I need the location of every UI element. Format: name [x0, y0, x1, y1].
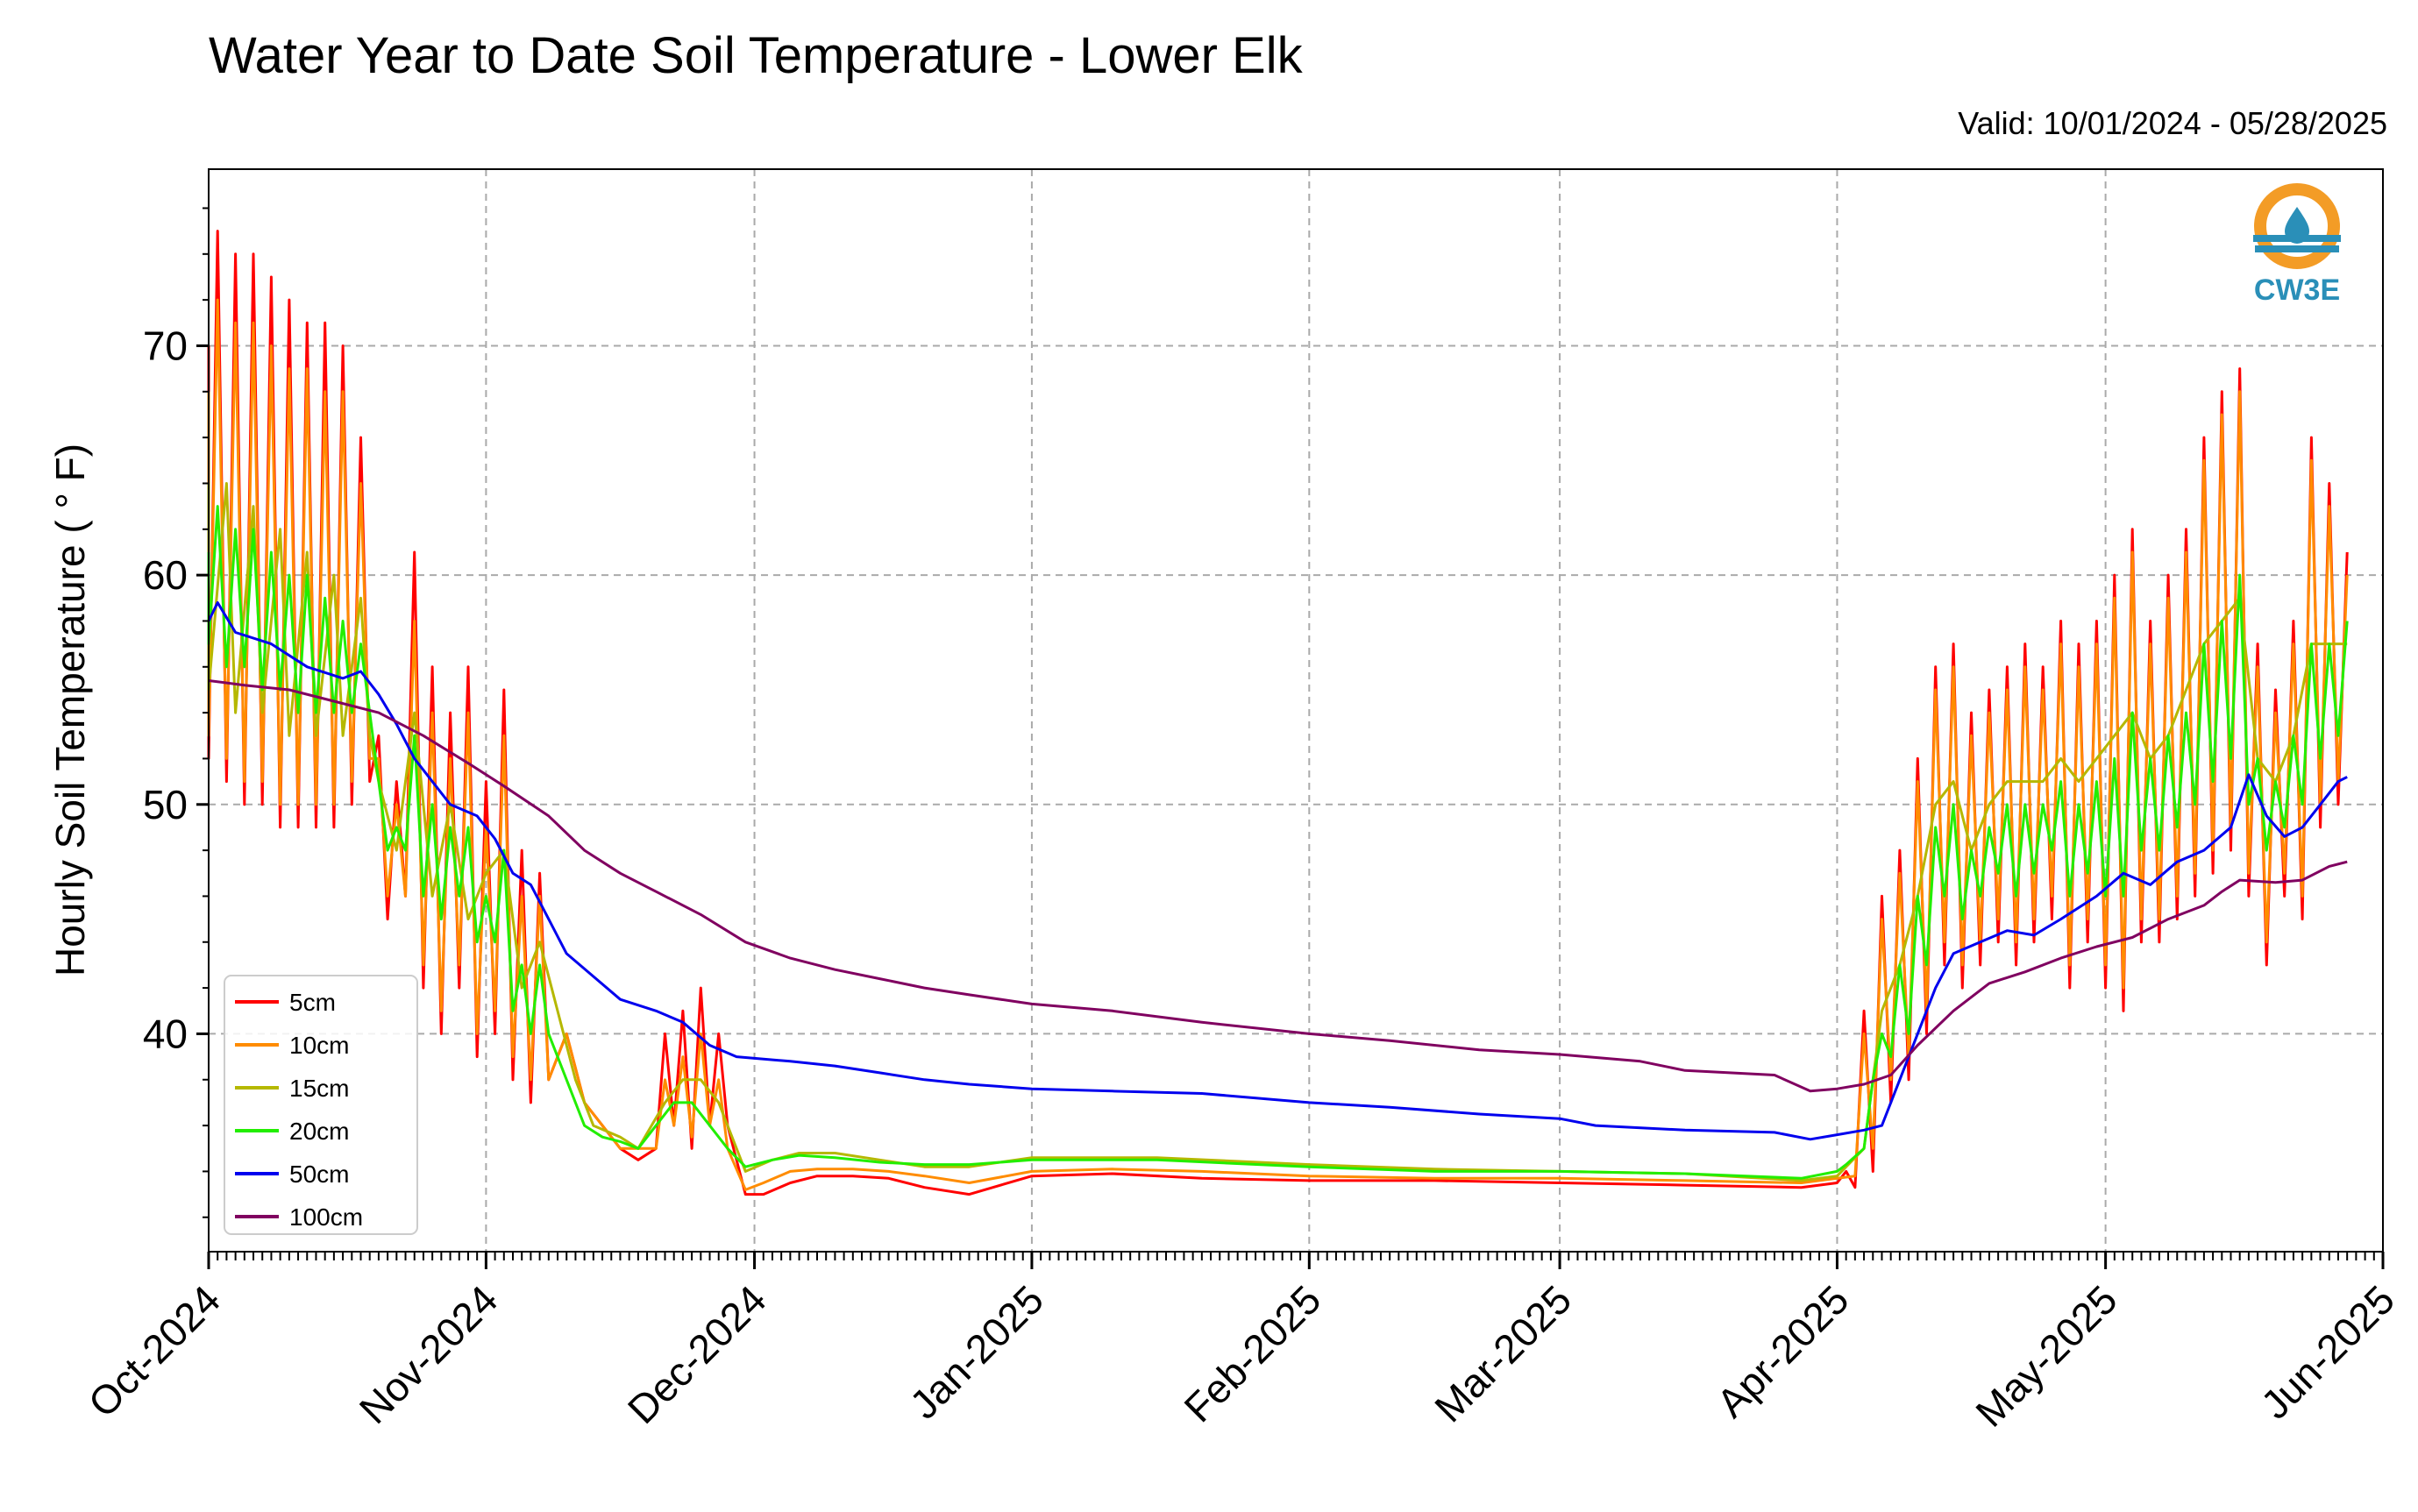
- series-line-20cm: [207, 505, 2349, 1180]
- legend-label: 10cm: [289, 1032, 349, 1059]
- series-lines: [207, 230, 2349, 1196]
- legend-label: 20cm: [289, 1118, 349, 1145]
- grid-lines: [209, 169, 2383, 1252]
- legend-label: 5cm: [289, 989, 336, 1016]
- y-tick-label: 40: [143, 1011, 188, 1056]
- chart-subtitle: Valid: 10/01/2024 - 05/28/2025: [1958, 105, 2387, 141]
- chart-title: Water Year to Date Soil Temperature - Lo…: [209, 27, 1303, 84]
- y-tick-label: 50: [143, 782, 188, 827]
- cw3e-logo: CW3E: [2253, 183, 2341, 307]
- series-line-100cm: [208, 679, 2348, 1093]
- logo-ring: [2254, 183, 2340, 269]
- series-line-50cm: [207, 601, 2348, 1141]
- axis-ticks: [196, 207, 2385, 1269]
- legend: 5cm 10cm 15cm 20cm 50cm 100cm: [224, 975, 418, 1235]
- legend-label: 15cm: [289, 1075, 349, 1102]
- water-drop-icon: [2285, 207, 2309, 244]
- plot-frame: [208, 168, 2384, 1253]
- y-tick-labels: 40 50 60 70: [143, 323, 188, 1056]
- logo-text: CW3E: [2254, 273, 2340, 307]
- series-line-10cm: [207, 298, 2349, 1191]
- y-axis-label: Hourly Soil Temperature ( ° F): [47, 444, 93, 976]
- legend-box: [224, 975, 418, 1235]
- legend-label: 50cm: [289, 1161, 349, 1188]
- legend-label: 100cm: [289, 1203, 363, 1231]
- y-tick-label: 60: [143, 552, 188, 598]
- y-tick-label: 70: [143, 323, 188, 368]
